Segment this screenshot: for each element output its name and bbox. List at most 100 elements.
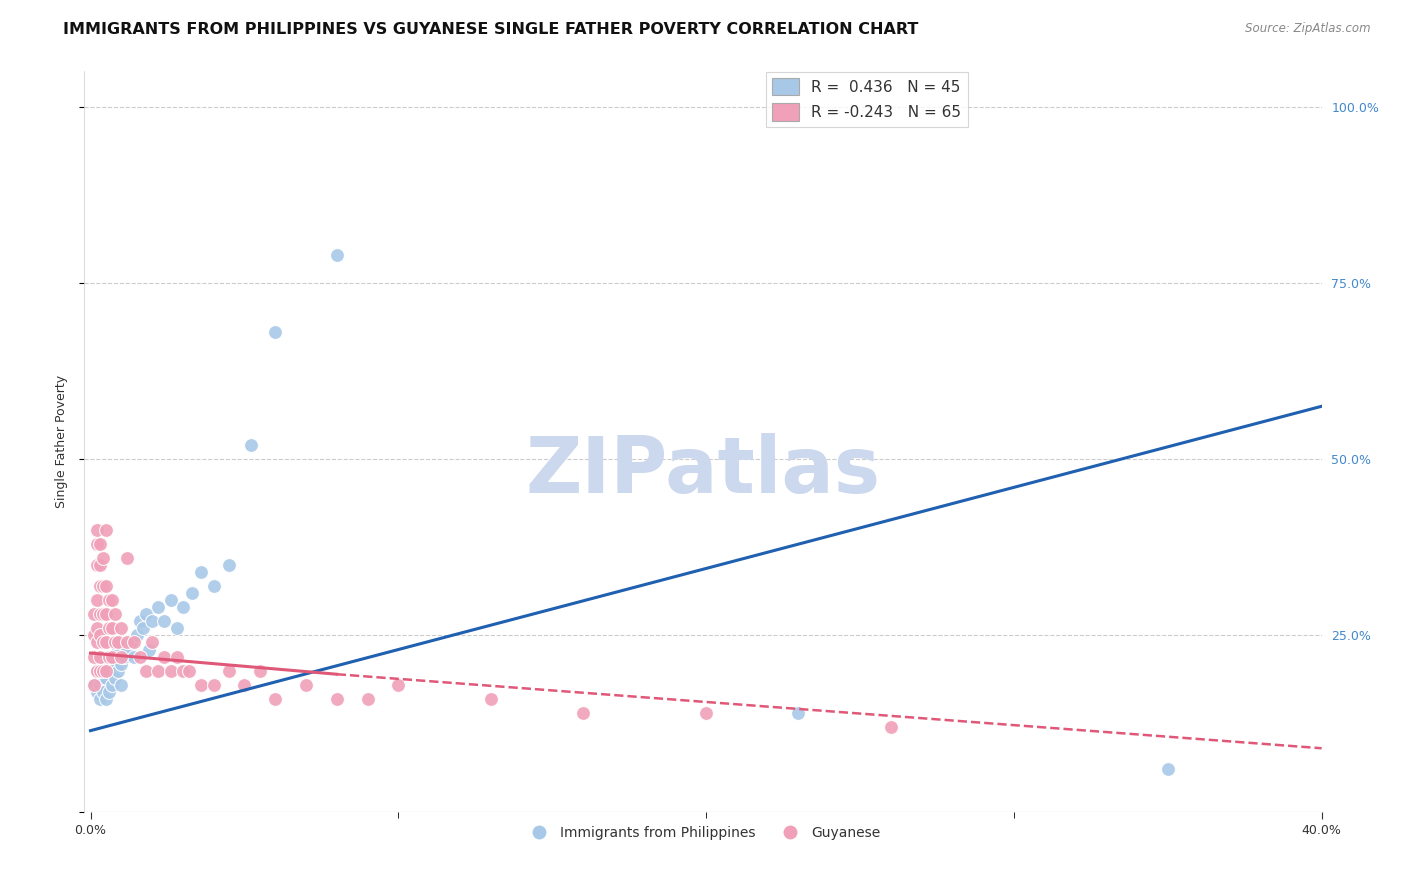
Point bbox=[479, 692, 502, 706]
Point bbox=[89, 671, 111, 685]
Point bbox=[153, 615, 176, 629]
Point bbox=[141, 615, 163, 629]
Point bbox=[98, 685, 121, 699]
Point bbox=[91, 550, 114, 565]
Point bbox=[101, 621, 124, 635]
Point bbox=[86, 635, 108, 649]
Point bbox=[101, 593, 124, 607]
Point bbox=[159, 664, 181, 678]
Point bbox=[94, 657, 117, 671]
Text: IMMIGRANTS FROM PHILIPPINES VS GUYANESE SINGLE FATHER POVERTY CORRELATION CHART: IMMIGRANTS FROM PHILIPPINES VS GUYANESE … bbox=[63, 22, 918, 37]
Point bbox=[89, 664, 111, 678]
Point bbox=[110, 657, 132, 671]
Point bbox=[128, 649, 150, 664]
Point bbox=[94, 607, 117, 622]
Point bbox=[89, 649, 111, 664]
Point bbox=[218, 664, 240, 678]
Point bbox=[104, 671, 127, 685]
Point bbox=[295, 678, 318, 692]
Point bbox=[86, 685, 108, 699]
Point bbox=[181, 586, 204, 600]
Point bbox=[98, 621, 121, 635]
Point bbox=[233, 678, 256, 692]
Point bbox=[101, 649, 124, 664]
Point bbox=[787, 706, 810, 720]
Point bbox=[159, 593, 181, 607]
Point bbox=[98, 649, 121, 664]
Point bbox=[89, 607, 111, 622]
Point bbox=[104, 657, 127, 671]
Point bbox=[326, 248, 349, 262]
Point bbox=[264, 325, 287, 339]
Point bbox=[110, 678, 132, 692]
Point bbox=[91, 607, 114, 622]
Point bbox=[202, 579, 225, 593]
Point bbox=[117, 642, 139, 657]
Point bbox=[112, 649, 135, 664]
Point bbox=[101, 649, 124, 664]
Point bbox=[83, 628, 105, 642]
Point bbox=[83, 678, 105, 692]
Point bbox=[104, 607, 127, 622]
Point bbox=[239, 438, 262, 452]
Point bbox=[1157, 763, 1180, 777]
Point bbox=[249, 664, 271, 678]
Point bbox=[120, 635, 142, 649]
Point bbox=[89, 579, 111, 593]
Point bbox=[86, 523, 108, 537]
Point bbox=[122, 649, 145, 664]
Point bbox=[83, 678, 105, 692]
Point bbox=[148, 664, 170, 678]
Point bbox=[101, 678, 124, 692]
Point bbox=[91, 685, 114, 699]
Point bbox=[98, 593, 121, 607]
Point bbox=[86, 664, 108, 678]
Point bbox=[98, 664, 121, 678]
Point bbox=[94, 692, 117, 706]
Point bbox=[89, 558, 111, 572]
Point bbox=[86, 593, 108, 607]
Point bbox=[572, 706, 595, 720]
Point bbox=[148, 600, 170, 615]
Text: Source: ZipAtlas.com: Source: ZipAtlas.com bbox=[1246, 22, 1371, 36]
Point bbox=[86, 558, 108, 572]
Point bbox=[128, 615, 150, 629]
Point bbox=[190, 565, 212, 579]
Point bbox=[83, 649, 105, 664]
Point bbox=[122, 635, 145, 649]
Point bbox=[91, 579, 114, 593]
Point bbox=[117, 635, 139, 649]
Point bbox=[86, 537, 108, 551]
Point bbox=[135, 664, 157, 678]
Point bbox=[94, 579, 117, 593]
Point bbox=[138, 642, 160, 657]
Point bbox=[104, 635, 127, 649]
Point bbox=[202, 678, 225, 692]
Text: ZIPatlas: ZIPatlas bbox=[526, 434, 880, 509]
Point bbox=[86, 664, 108, 678]
Point bbox=[86, 621, 108, 635]
Point bbox=[110, 621, 132, 635]
Point bbox=[91, 664, 114, 678]
Point bbox=[141, 635, 163, 649]
Point bbox=[695, 706, 717, 720]
Point bbox=[107, 635, 129, 649]
Point bbox=[177, 664, 200, 678]
Point bbox=[107, 642, 129, 657]
Point bbox=[89, 678, 111, 692]
Point bbox=[172, 600, 194, 615]
Point bbox=[218, 558, 240, 572]
Point bbox=[132, 621, 155, 635]
Point bbox=[356, 692, 378, 706]
Point bbox=[89, 692, 111, 706]
Point bbox=[91, 635, 114, 649]
Point bbox=[107, 664, 129, 678]
Point bbox=[166, 649, 188, 664]
Point bbox=[190, 678, 212, 692]
Point bbox=[880, 720, 903, 734]
Point bbox=[264, 692, 287, 706]
Point bbox=[89, 628, 111, 642]
Legend: Immigrants from Philippines, Guyanese: Immigrants from Philippines, Guyanese bbox=[520, 821, 886, 846]
Point bbox=[135, 607, 157, 622]
Point bbox=[153, 649, 176, 664]
